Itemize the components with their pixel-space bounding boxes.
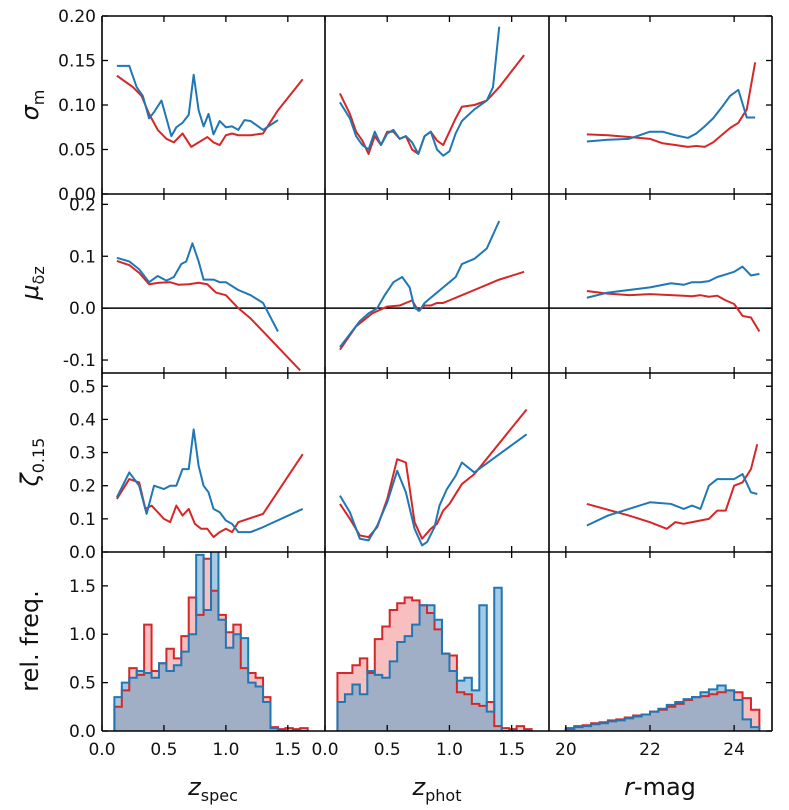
- x-tick-label: 20: [555, 740, 577, 760]
- y-tick-label: 0.2: [69, 477, 96, 497]
- series-line-red: [339, 54, 525, 155]
- row-axis-label: ζ0.15: [16, 438, 48, 488]
- y-tick-label: 0.5: [69, 674, 96, 694]
- panel-1-2: [549, 265, 772, 333]
- column-axis-label: r-mag: [624, 773, 696, 801]
- hist-step-blue: [113, 552, 308, 731]
- y-tick-label: 0.5: [69, 377, 96, 397]
- hist-fill-blue: [337, 587, 532, 731]
- y-tick-label: 0.10: [58, 96, 96, 116]
- panel-1-1: [325, 220, 549, 351]
- y-tick-label: 0.1: [69, 510, 96, 530]
- series-line-blue: [339, 433, 528, 547]
- series-line-red: [339, 270, 525, 351]
- column-axis-label: zphot: [412, 773, 462, 805]
- series-line-blue: [339, 26, 501, 157]
- panel-0-1: [339, 26, 525, 157]
- y-tick-label: 0.1: [69, 247, 96, 267]
- x-tick-label: 0.0: [311, 740, 338, 760]
- hist-step-blue: [564, 684, 761, 731]
- y-tick-label: -0.1: [63, 351, 96, 371]
- x-tick-label: 0.5: [374, 740, 401, 760]
- x-tick-label: 0.0: [88, 740, 115, 760]
- x-tick-label: 0.5: [150, 740, 177, 760]
- row-axis-label: σm: [16, 90, 48, 121]
- y-tick-label: 0.00: [58, 185, 96, 205]
- x-tick-label: 24: [723, 740, 745, 760]
- hist-step-blue: [336, 586, 532, 731]
- panel-3-1: [336, 586, 533, 731]
- y-tick-label: 0.15: [58, 52, 96, 72]
- panel-3-2: [564, 684, 761, 731]
- series-line-red: [586, 290, 761, 333]
- series-line-blue: [116, 64, 279, 138]
- x-tick-label: 1.5: [498, 740, 525, 760]
- series-line-blue: [339, 220, 501, 348]
- x-tick-label: 1.0: [436, 740, 463, 760]
- y-tick-label: 0.0: [69, 543, 96, 563]
- y-tick-label: 0.3: [69, 444, 96, 464]
- series-line-blue: [586, 265, 760, 299]
- y-tick-label: 1.5: [69, 577, 96, 597]
- row-axis-label: μδz: [16, 266, 48, 300]
- hist-fill-blue: [565, 685, 760, 731]
- y-tick-label: 0.4: [69, 410, 96, 430]
- panel-3-0: [113, 552, 309, 731]
- x-tick-label: 1.0: [212, 740, 239, 760]
- column-axis-label: zspec: [187, 773, 238, 805]
- panel-1-0: [102, 242, 325, 372]
- x-tick-label: 22: [639, 740, 661, 760]
- panel-0-0: [116, 64, 304, 148]
- panel-2-1: [339, 408, 528, 547]
- series-line-red: [339, 408, 528, 540]
- series-line-red: [586, 444, 759, 530]
- y-tick-label: 0.0: [69, 299, 96, 319]
- y-tick-label: 0.0: [69, 722, 96, 742]
- x-tick-label: 1.5: [274, 740, 301, 760]
- panel-2-0: [115, 428, 304, 539]
- series-line-blue: [116, 242, 279, 332]
- panel-2-2: [586, 444, 759, 530]
- series-line-blue: [586, 473, 758, 527]
- y-tick-label: 0.20: [58, 7, 96, 27]
- y-tick-label: 1.0: [69, 625, 96, 645]
- series-line-blue: [586, 88, 756, 143]
- row-axis-label: rel. freq.: [16, 590, 44, 691]
- series-line-blue: [115, 428, 304, 534]
- series-line-red: [116, 74, 304, 148]
- y-tick-label: 0.2: [69, 195, 96, 215]
- series-line-red: [586, 62, 757, 148]
- hist-fill-blue: [114, 552, 308, 731]
- series-line-red: [116, 259, 301, 372]
- panel-frames: [101, 15, 773, 732]
- y-tick-label: 0.05: [58, 141, 96, 161]
- panel-0-2: [586, 62, 757, 148]
